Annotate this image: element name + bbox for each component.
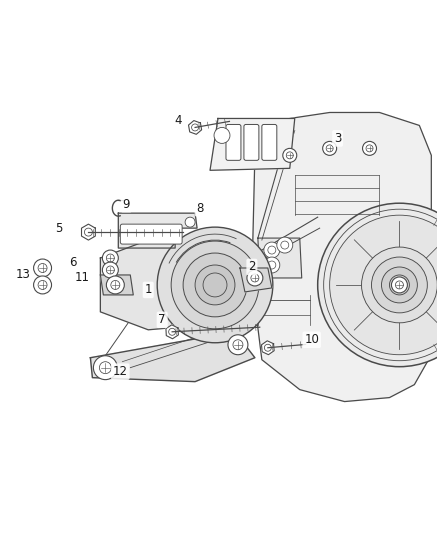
Polygon shape [118, 213, 197, 248]
Circle shape [283, 148, 297, 163]
Circle shape [214, 127, 230, 143]
Circle shape [183, 253, 247, 317]
Polygon shape [166, 325, 178, 339]
Polygon shape [100, 275, 133, 295]
FancyBboxPatch shape [226, 124, 241, 160]
Circle shape [171, 241, 259, 329]
Text: 2: 2 [248, 261, 256, 273]
Polygon shape [210, 118, 295, 171]
Circle shape [264, 242, 280, 258]
Circle shape [106, 276, 124, 294]
Text: 3: 3 [334, 132, 341, 145]
Circle shape [247, 270, 263, 286]
Circle shape [102, 262, 118, 278]
Text: 9: 9 [123, 198, 130, 211]
Polygon shape [100, 240, 245, 330]
Polygon shape [261, 341, 274, 354]
Text: 6: 6 [69, 255, 76, 269]
Polygon shape [90, 332, 255, 382]
Circle shape [102, 250, 118, 266]
Circle shape [392, 277, 407, 293]
FancyBboxPatch shape [244, 124, 259, 160]
Circle shape [185, 217, 195, 227]
Circle shape [371, 257, 427, 313]
Text: 8: 8 [196, 201, 204, 215]
Circle shape [381, 267, 417, 303]
Circle shape [34, 259, 52, 277]
Text: 4: 4 [174, 114, 182, 127]
Polygon shape [81, 224, 95, 240]
Circle shape [318, 203, 438, 367]
FancyBboxPatch shape [262, 124, 277, 160]
Circle shape [323, 141, 337, 155]
Circle shape [93, 356, 117, 379]
Circle shape [363, 141, 377, 155]
Circle shape [361, 247, 437, 323]
Circle shape [195, 265, 235, 305]
Circle shape [228, 335, 248, 355]
Polygon shape [188, 120, 201, 134]
Text: 7: 7 [159, 313, 166, 326]
Polygon shape [240, 268, 272, 292]
Text: 13: 13 [15, 269, 30, 281]
Circle shape [277, 237, 293, 253]
Circle shape [330, 215, 438, 355]
Polygon shape [258, 238, 302, 278]
Text: 10: 10 [304, 333, 319, 346]
FancyBboxPatch shape [120, 224, 182, 244]
Circle shape [157, 227, 273, 343]
Circle shape [34, 276, 52, 294]
Text: 12: 12 [113, 365, 128, 378]
Text: 11: 11 [75, 271, 90, 285]
Polygon shape [252, 112, 431, 401]
Circle shape [264, 257, 280, 273]
Text: 5: 5 [55, 222, 62, 235]
Text: 1: 1 [145, 284, 152, 296]
